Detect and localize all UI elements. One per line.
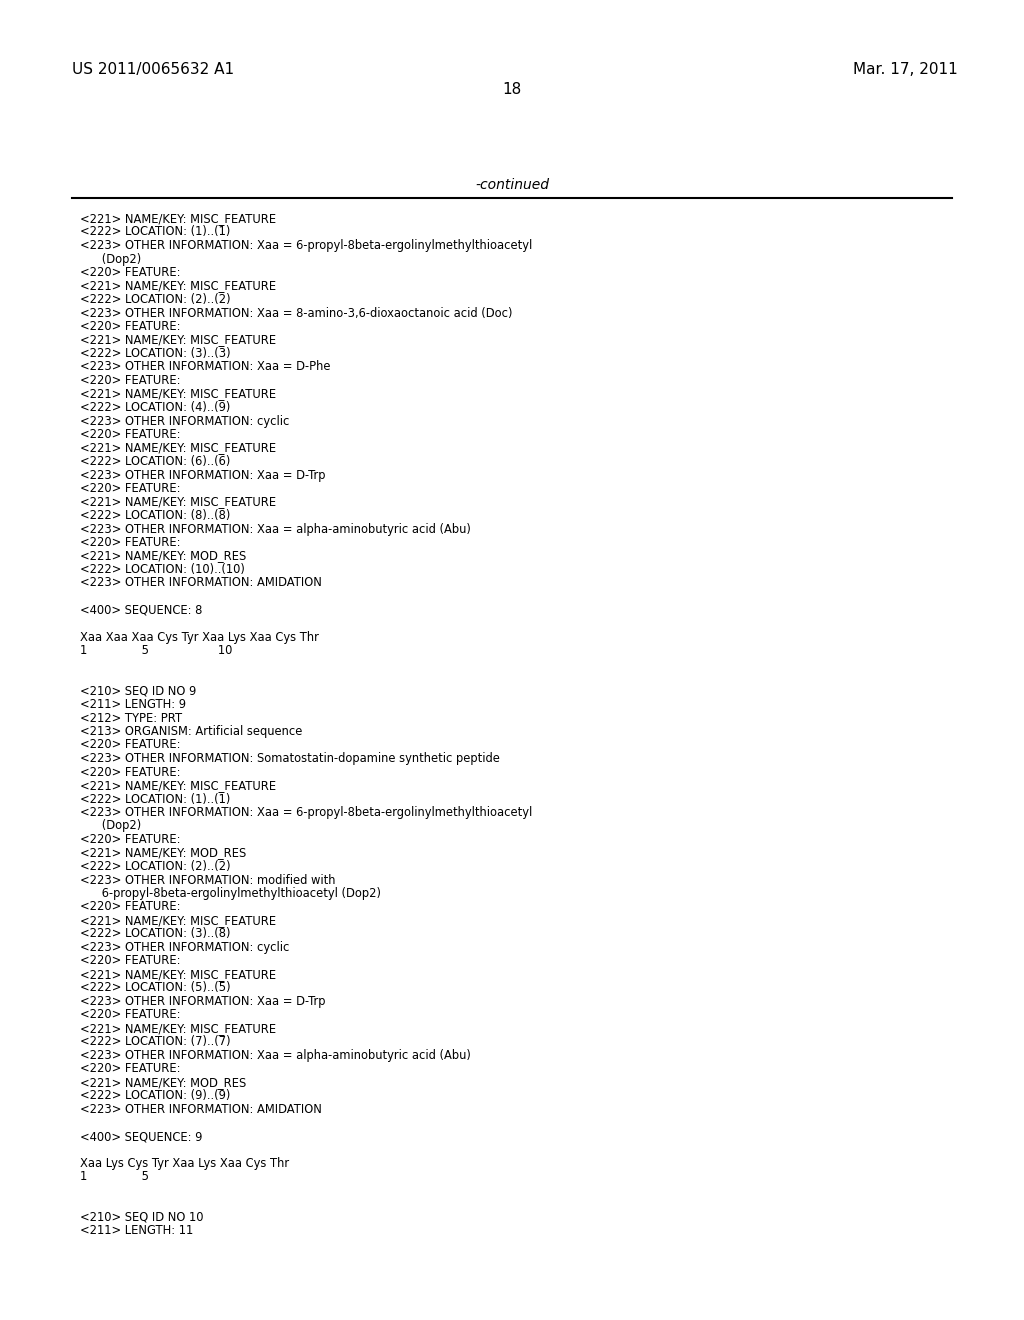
Text: <221> NAME/KEY: MISC_FEATURE: <221> NAME/KEY: MISC_FEATURE [80, 441, 276, 454]
Text: <223> OTHER INFORMATION: Xaa = D-Phe: <223> OTHER INFORMATION: Xaa = D-Phe [80, 360, 331, 374]
Text: -continued: -continued [475, 178, 549, 191]
Text: <221> NAME/KEY: MOD_RES: <221> NAME/KEY: MOD_RES [80, 1076, 246, 1089]
Text: <223> OTHER INFORMATION: cyclic: <223> OTHER INFORMATION: cyclic [80, 941, 290, 954]
Text: <223> OTHER INFORMATION: Xaa = D-Trp: <223> OTHER INFORMATION: Xaa = D-Trp [80, 469, 326, 482]
Text: <210> SEQ ID NO 10: <210> SEQ ID NO 10 [80, 1210, 204, 1224]
Text: <221> NAME/KEY: MOD_RES: <221> NAME/KEY: MOD_RES [80, 549, 246, 562]
Text: <222> LOCATION: (6)..(6): <222> LOCATION: (6)..(6) [80, 455, 230, 469]
Text: <223> OTHER INFORMATION: Xaa = 6-propyl-8beta-ergolinylmethylthioacetyl: <223> OTHER INFORMATION: Xaa = 6-propyl-… [80, 807, 532, 818]
Text: <211> LENGTH: 9: <211> LENGTH: 9 [80, 698, 186, 711]
Text: <223> OTHER INFORMATION: Xaa = alpha-aminobutyric acid (Abu): <223> OTHER INFORMATION: Xaa = alpha-ami… [80, 523, 471, 536]
Text: <222> LOCATION: (10)..(10): <222> LOCATION: (10)..(10) [80, 564, 245, 576]
Text: <222> LOCATION: (1)..(1): <222> LOCATION: (1)..(1) [80, 226, 230, 239]
Text: <220> FEATURE:: <220> FEATURE: [80, 319, 180, 333]
Text: <221> NAME/KEY: MISC_FEATURE: <221> NAME/KEY: MISC_FEATURE [80, 388, 276, 400]
Text: <223> OTHER INFORMATION: cyclic: <223> OTHER INFORMATION: cyclic [80, 414, 290, 428]
Text: <223> OTHER INFORMATION: Somatostatin-dopamine synthetic peptide: <223> OTHER INFORMATION: Somatostatin-do… [80, 752, 500, 766]
Text: Xaa Lys Cys Tyr Xaa Lys Xaa Cys Thr: Xaa Lys Cys Tyr Xaa Lys Xaa Cys Thr [80, 1158, 289, 1170]
Text: (Dop2): (Dop2) [80, 252, 141, 265]
Text: <220> FEATURE:: <220> FEATURE: [80, 428, 180, 441]
Text: <220> FEATURE:: <220> FEATURE: [80, 374, 180, 387]
Text: <221> NAME/KEY: MISC_FEATURE: <221> NAME/KEY: MISC_FEATURE [80, 495, 276, 508]
Text: <221> NAME/KEY: MISC_FEATURE: <221> NAME/KEY: MISC_FEATURE [80, 968, 276, 981]
Text: <223> OTHER INFORMATION: modified with: <223> OTHER INFORMATION: modified with [80, 874, 336, 887]
Text: <222> LOCATION: (1)..(1): <222> LOCATION: (1)..(1) [80, 792, 230, 805]
Text: <221> NAME/KEY: MISC_FEATURE: <221> NAME/KEY: MISC_FEATURE [80, 913, 276, 927]
Text: <220> FEATURE:: <220> FEATURE: [80, 833, 180, 846]
Text: <221> NAME/KEY: MISC_FEATURE: <221> NAME/KEY: MISC_FEATURE [80, 280, 276, 293]
Text: <222> LOCATION: (7)..(7): <222> LOCATION: (7)..(7) [80, 1035, 230, 1048]
Text: <223> OTHER INFORMATION: AMIDATION: <223> OTHER INFORMATION: AMIDATION [80, 577, 322, 590]
Text: 6-propyl-8beta-ergolinylmethylthioacetyl (Dop2): 6-propyl-8beta-ergolinylmethylthioacetyl… [80, 887, 381, 900]
Text: <220> FEATURE:: <220> FEATURE: [80, 1008, 180, 1022]
Text: Xaa Xaa Xaa Cys Tyr Xaa Lys Xaa Cys Thr: Xaa Xaa Xaa Cys Tyr Xaa Lys Xaa Cys Thr [80, 631, 318, 644]
Text: <221> NAME/KEY: MISC_FEATURE: <221> NAME/KEY: MISC_FEATURE [80, 779, 276, 792]
Text: <212> TYPE: PRT: <212> TYPE: PRT [80, 711, 182, 725]
Text: <211> LENGTH: 11: <211> LENGTH: 11 [80, 1225, 194, 1238]
Text: 1               5                   10: 1 5 10 [80, 644, 232, 657]
Text: <222> LOCATION: (5)..(5): <222> LOCATION: (5)..(5) [80, 982, 230, 994]
Text: <221> NAME/KEY: MISC_FEATURE: <221> NAME/KEY: MISC_FEATURE [80, 1022, 276, 1035]
Text: 1               5: 1 5 [80, 1171, 150, 1184]
Text: <220> FEATURE:: <220> FEATURE: [80, 267, 180, 279]
Text: Mar. 17, 2011: Mar. 17, 2011 [853, 62, 958, 77]
Text: <220> FEATURE:: <220> FEATURE: [80, 536, 180, 549]
Text: <223> OTHER INFORMATION: Xaa = alpha-aminobutyric acid (Abu): <223> OTHER INFORMATION: Xaa = alpha-ami… [80, 1049, 471, 1063]
Text: <223> OTHER INFORMATION: AMIDATION: <223> OTHER INFORMATION: AMIDATION [80, 1104, 322, 1115]
Text: <223> OTHER INFORMATION: Xaa = 6-propyl-8beta-ergolinylmethylthioacetyl: <223> OTHER INFORMATION: Xaa = 6-propyl-… [80, 239, 532, 252]
Text: <220> FEATURE:: <220> FEATURE: [80, 1063, 180, 1076]
Text: <220> FEATURE:: <220> FEATURE: [80, 738, 180, 751]
Text: <222> LOCATION: (2)..(2): <222> LOCATION: (2)..(2) [80, 861, 230, 873]
Text: <222> LOCATION: (4)..(9): <222> LOCATION: (4)..(9) [80, 401, 230, 414]
Text: 18: 18 [503, 82, 521, 96]
Text: <213> ORGANISM: Artificial sequence: <213> ORGANISM: Artificial sequence [80, 725, 302, 738]
Text: <222> LOCATION: (3)..(3): <222> LOCATION: (3)..(3) [80, 347, 230, 360]
Text: <400> SEQUENCE: 9: <400> SEQUENCE: 9 [80, 1130, 203, 1143]
Text: <220> FEATURE:: <220> FEATURE: [80, 900, 180, 913]
Text: <221> NAME/KEY: MOD_RES: <221> NAME/KEY: MOD_RES [80, 846, 246, 859]
Text: <400> SEQUENCE: 8: <400> SEQUENCE: 8 [80, 603, 203, 616]
Text: <223> OTHER INFORMATION: Xaa = 8-amino-3,6-dioxaoctanoic acid (Doc): <223> OTHER INFORMATION: Xaa = 8-amino-3… [80, 306, 512, 319]
Text: <221> NAME/KEY: MISC_FEATURE: <221> NAME/KEY: MISC_FEATURE [80, 334, 276, 346]
Text: <220> FEATURE:: <220> FEATURE: [80, 482, 180, 495]
Text: <222> LOCATION: (2)..(2): <222> LOCATION: (2)..(2) [80, 293, 230, 306]
Text: <222> LOCATION: (9)..(9): <222> LOCATION: (9)..(9) [80, 1089, 230, 1102]
Text: <222> LOCATION: (8)..(8): <222> LOCATION: (8)..(8) [80, 510, 230, 521]
Text: <221> NAME/KEY: MISC_FEATURE: <221> NAME/KEY: MISC_FEATURE [80, 213, 276, 224]
Text: <210> SEQ ID NO 9: <210> SEQ ID NO 9 [80, 685, 197, 697]
Text: <223> OTHER INFORMATION: Xaa = D-Trp: <223> OTHER INFORMATION: Xaa = D-Trp [80, 995, 326, 1008]
Text: (Dop2): (Dop2) [80, 820, 141, 833]
Text: <220> FEATURE:: <220> FEATURE: [80, 954, 180, 968]
Text: US 2011/0065632 A1: US 2011/0065632 A1 [72, 62, 234, 77]
Text: <222> LOCATION: (3)..(8): <222> LOCATION: (3)..(8) [80, 928, 230, 940]
Text: <220> FEATURE:: <220> FEATURE: [80, 766, 180, 779]
